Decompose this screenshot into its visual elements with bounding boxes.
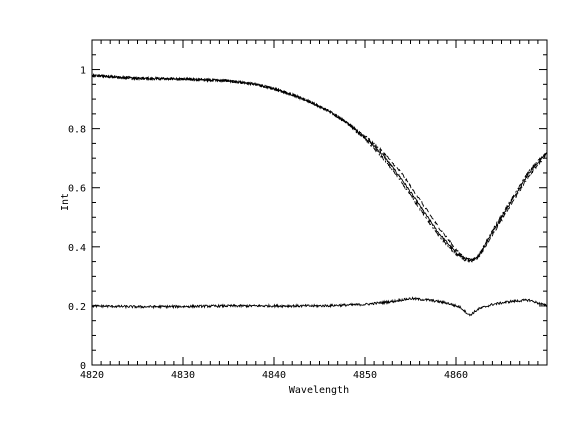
x-tick-label: 4840 <box>262 370 286 381</box>
y-tick-label: 1 <box>80 66 86 77</box>
series-layer <box>91 73 548 317</box>
y-tick-label: 0.8 <box>68 125 86 136</box>
y-tick-label: 0 <box>80 361 86 372</box>
series-line-4 <box>91 296 548 317</box>
y-tick-label: 0.2 <box>68 302 86 313</box>
y-tick-label: 0.4 <box>68 243 86 254</box>
series-line-2 <box>91 73 548 263</box>
plot-frame <box>91 39 548 366</box>
axis-ticks: 4820 4830 4840 4850 4860 0 0.2 0.4 0.6 0.8 1 <box>68 39 548 381</box>
x-tick-label: 4860 <box>444 370 468 381</box>
series-line-1 <box>91 73 548 262</box>
y-tick-label: 0.6 <box>68 184 86 195</box>
series-line-3 <box>91 73 548 263</box>
y-axis-label: Int <box>60 193 71 211</box>
x-axis-label: Wavelength <box>289 385 349 396</box>
x-tick-label: 4830 <box>171 370 195 381</box>
x-tick-label: 4850 <box>353 370 377 381</box>
x-tick-label: 4820 <box>80 370 104 381</box>
